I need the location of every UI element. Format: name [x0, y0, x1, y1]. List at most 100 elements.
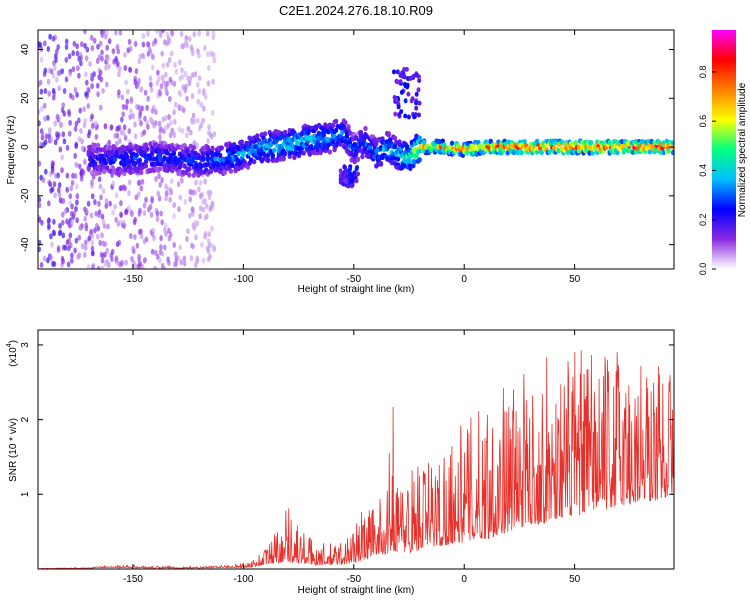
- heatmap-cell: [43, 40, 47, 47]
- heatmap-cell: [190, 117, 194, 124]
- heatmap-cell: [93, 199, 97, 205]
- heatmap-cell: [165, 61, 170, 68]
- heatmap-cell: [174, 260, 178, 267]
- heatmap-cell: [281, 156, 286, 162]
- heatmap-cell: [133, 79, 138, 86]
- spectrogram-ytick-label: 40: [20, 44, 31, 56]
- heatmap-cell: [52, 181, 57, 188]
- heatmap-cell: [77, 55, 81, 62]
- heatmap-cell: [173, 101, 178, 108]
- spectrogram-heatmap: [38, 30, 674, 269]
- heatmap-cell: [195, 81, 200, 88]
- heatmap-cell: [105, 81, 109, 88]
- heatmap-cell: [87, 132, 91, 139]
- heatmap-cell: [50, 168, 55, 175]
- snr-multiplier: (x104): [6, 340, 19, 367]
- heatmap-cell: [139, 185, 144, 192]
- heatmap-cell: [90, 245, 95, 252]
- heatmap-cell: [47, 90, 51, 97]
- heatmap-cell: [90, 239, 95, 246]
- snr-series-line: [38, 350, 674, 569]
- heatmap-cell: [99, 104, 103, 111]
- heatmap-cell: [98, 239, 102, 246]
- heatmap-cell: [161, 79, 166, 86]
- heatmap-cell: [417, 100, 422, 106]
- heatmap-cell: [44, 168, 48, 175]
- heatmap-cell: [178, 75, 183, 82]
- heatmap-cell: [219, 145, 224, 151]
- heatmap-cell: [347, 143, 353, 149]
- heatmap-cell: [210, 109, 215, 116]
- heatmap-cell: [403, 98, 408, 104]
- heatmap-cell: [89, 228, 94, 235]
- heatmap-cell: [61, 219, 65, 226]
- heatmap-cell: [117, 71, 121, 78]
- heatmap-cell: [46, 46, 51, 52]
- heatmap-cell: [80, 145, 85, 152]
- heatmap-cell: [96, 82, 100, 89]
- heatmap-cell: [133, 262, 137, 269]
- heatmap-cell: [133, 40, 138, 47]
- heatmap-cell: [128, 114, 132, 120]
- heatmap-cell: [191, 206, 195, 213]
- heatmap-cell: [83, 244, 88, 251]
- heatmap-cell: [422, 139, 427, 145]
- heatmap-cell: [208, 204, 213, 211]
- heatmap-cell: [191, 189, 196, 196]
- heatmap-cell: [327, 149, 333, 155]
- heatmap-cell: [347, 175, 352, 181]
- heatmap-cell: [99, 194, 103, 201]
- heatmap-cell: [101, 240, 105, 247]
- heatmap-cell: [129, 108, 133, 115]
- heatmap-cell: [61, 232, 66, 239]
- heatmap-cell: [191, 145, 197, 151]
- heatmap-cell: [199, 101, 204, 108]
- heatmap-cell: [106, 54, 110, 61]
- heatmap-cell: [118, 65, 122, 72]
- heatmap-cell: [312, 150, 317, 156]
- heatmap-cell: [180, 67, 184, 74]
- heatmap-cell: [78, 107, 82, 114]
- heatmap-cell: [207, 124, 211, 131]
- heatmap-cell: [151, 156, 156, 162]
- snr-ytick-label: 3: [20, 342, 31, 348]
- heatmap-cell: [198, 180, 203, 186]
- heatmap-cell: [160, 50, 164, 57]
- heatmap-cell: [77, 234, 82, 241]
- heatmap-cell: [38, 202, 42, 209]
- heatmap-cell: [354, 135, 359, 141]
- heatmap-cell: [388, 137, 393, 143]
- heatmap-cell: [168, 196, 172, 203]
- heatmap-cell: [312, 133, 317, 139]
- heatmap-cell: [64, 76, 69, 83]
- heatmap-cell: [155, 216, 160, 222]
- heatmap-cell: [197, 30, 201, 37]
- heatmap-cell: [164, 85, 168, 92]
- heatmap-cell: [129, 233, 133, 240]
- heatmap-cell: [56, 70, 61, 77]
- heatmap-cell: [125, 98, 130, 105]
- heatmap-cell: [180, 178, 184, 185]
- heatmap-cell: [43, 115, 47, 122]
- heatmap-cell: [164, 71, 168, 78]
- heatmap-cell: [338, 168, 343, 174]
- heatmap-cell: [79, 60, 83, 67]
- heatmap-cell: [90, 123, 95, 129]
- heatmap-cell: [534, 138, 540, 144]
- heatmap-cell: [187, 172, 192, 178]
- heatmap-cell: [68, 130, 72, 137]
- heatmap-cell: [403, 113, 408, 119]
- heatmap-cell: [96, 43, 100, 50]
- heatmap-cell: [128, 45, 133, 52]
- heatmap-cell: [157, 173, 161, 180]
- heatmap-cell: [185, 42, 189, 49]
- heatmap-cell: [148, 203, 153, 210]
- snr-xtick-label: 50: [569, 574, 581, 585]
- heatmap-cell: [90, 179, 94, 186]
- heatmap-cell: [114, 140, 119, 147]
- heatmap-cell: [139, 233, 144, 240]
- heatmap-cell: [138, 112, 142, 119]
- heatmap-cell: [105, 44, 109, 51]
- snr-xlabel: Height of straight line (km): [298, 585, 415, 596]
- heatmap-cell: [168, 96, 172, 102]
